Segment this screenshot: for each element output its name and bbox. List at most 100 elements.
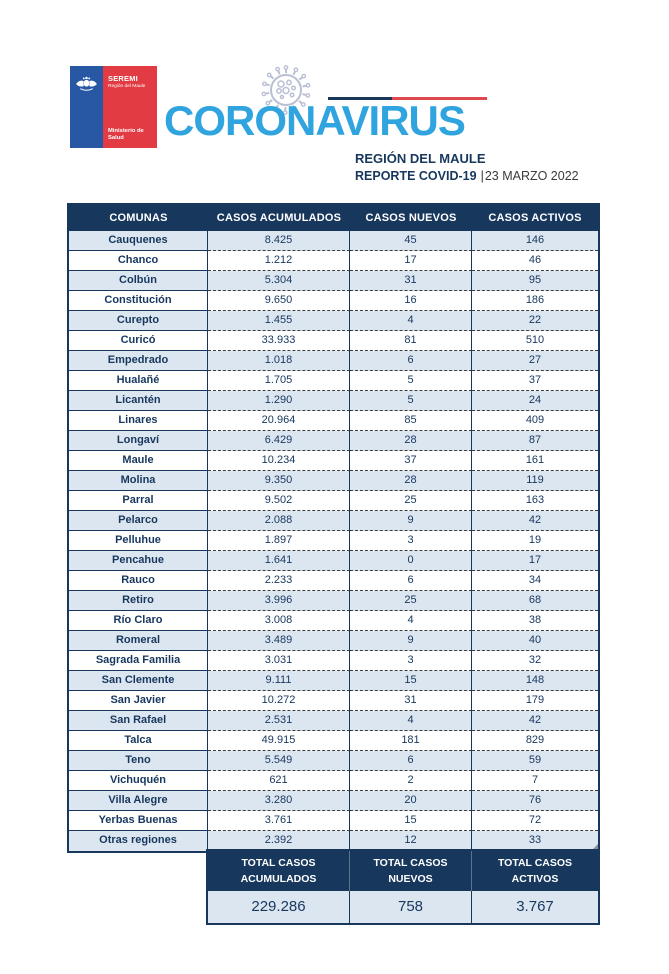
table-row: Constitución 9.650 16 186	[69, 291, 598, 311]
value-cell: 3	[350, 531, 472, 551]
value-cell: 1.212	[208, 251, 350, 271]
value-cell: 20	[350, 791, 472, 811]
table-row: Vichuquén 621 2 7	[69, 771, 598, 791]
total-activos-value: 3.767	[516, 898, 554, 915]
logo-region-label: Región del Maule	[108, 84, 146, 89]
table-row: Retiro 3.996 25 68	[69, 591, 598, 611]
value-cell: 9	[350, 631, 472, 651]
value-cell: 3.008	[208, 611, 350, 631]
value-cell: 45	[350, 231, 472, 251]
totals-header-row: TOTAL CASOS ACUMULADOS TOTAL CASOS NUEVO…	[208, 851, 598, 891]
table-row: Río Claro 3.008 4 38	[69, 611, 598, 631]
comuna-cell: Sagrada Familia	[69, 651, 208, 671]
table-row: Yerbas Buenas 3.761 15 72	[69, 811, 598, 831]
value-cell: 3.280	[208, 791, 350, 811]
logo-agency-label: SEREMI	[108, 74, 138, 83]
value-cell: 3.996	[208, 591, 350, 611]
virus-icon	[254, 60, 318, 116]
value-cell: 19	[472, 531, 598, 551]
value-cell: 3	[350, 651, 472, 671]
value-cell: 28	[350, 431, 472, 451]
table-row: Romeral 3.489 9 40	[69, 631, 598, 651]
value-cell: 4	[350, 311, 472, 331]
table-row: Longaví 6.429 28 87	[69, 431, 598, 451]
value-cell: 68	[472, 591, 598, 611]
report-label: REPORTE COVID-19	[355, 169, 477, 183]
table-body: Cauquenes 8.425 45 146 Chanco 1.212 17 46 Colbún…	[69, 231, 598, 851]
table-row: Molina 9.350 28 119	[69, 471, 598, 491]
value-cell: 31	[350, 691, 472, 711]
value-cell: 2.088	[208, 511, 350, 531]
logo-red-panel: SEREMI Región del Maule Ministerio de Sa…	[103, 66, 157, 148]
value-cell: 4	[350, 711, 472, 731]
value-cell: 87	[472, 431, 598, 451]
value-cell: 76	[472, 791, 598, 811]
comuna-cell: Talca	[69, 731, 208, 751]
table-row: San Javier 10.272 31 179	[69, 691, 598, 711]
value-cell: 5	[350, 391, 472, 411]
value-cell: 9.111	[208, 671, 350, 691]
comuna-cell: Pencahue	[69, 551, 208, 571]
value-cell: 95	[472, 271, 598, 291]
value-cell: 38	[472, 611, 598, 631]
value-cell: 37	[472, 371, 598, 391]
value-cell: 4	[350, 611, 472, 631]
value-cell: 12	[350, 831, 472, 851]
value-cell: 5.304	[208, 271, 350, 291]
value-cell: 10.234	[208, 451, 350, 471]
report-date: 23 MARZO 2022	[484, 169, 579, 183]
value-cell: 17	[350, 251, 472, 271]
table-row: Talca 49.915 181 829	[69, 731, 598, 751]
value-cell: 1.705	[208, 371, 350, 391]
value-cell: 25	[350, 491, 472, 511]
value-cell: 1.641	[208, 551, 350, 571]
value-cell: 2.531	[208, 711, 350, 731]
value-cell: 72	[472, 811, 598, 831]
value-cell: 49.915	[208, 731, 350, 751]
table-row: Teno 5.549 6 59	[69, 751, 598, 771]
value-cell: 186	[472, 291, 598, 311]
comuna-cell: Yerbas Buenas	[69, 811, 208, 831]
value-cell: 621	[208, 771, 350, 791]
comuna-cell: Hualañé	[69, 371, 208, 391]
value-cell: 3.489	[208, 631, 350, 651]
value-cell: 31	[350, 271, 472, 291]
table-row: Cauquenes 8.425 45 146	[69, 231, 598, 251]
comuna-cell: Vichuquén	[69, 771, 208, 791]
value-cell: 85	[350, 411, 472, 431]
value-cell: 25	[350, 591, 472, 611]
value-cell: 5	[350, 371, 472, 391]
comuna-cell: Rauco	[69, 571, 208, 591]
value-cell: 6.429	[208, 431, 350, 451]
comuna-cell: San Clemente	[69, 671, 208, 691]
comuna-cell: Colbún	[69, 271, 208, 291]
table-row: Sagrada Familia 3.031 3 32	[69, 651, 598, 671]
value-cell: 24	[472, 391, 598, 411]
value-cell: 46	[472, 251, 598, 271]
comuna-cell: Empedrado	[69, 351, 208, 371]
logo-ministry-label: Ministerio de Salud	[108, 128, 144, 141]
comuna-cell: San Rafael	[69, 711, 208, 731]
value-cell: 15	[350, 671, 472, 691]
value-cell: 20.964	[208, 411, 350, 431]
value-cell: 27	[472, 351, 598, 371]
value-cell: 33	[472, 831, 598, 851]
comuna-cell: Cauquenes	[69, 231, 208, 251]
value-cell: 3.761	[208, 811, 350, 831]
value-cell: 2.233	[208, 571, 350, 591]
value-cell: 15	[350, 811, 472, 831]
value-cell: 59	[472, 751, 598, 771]
report-subtitle: REPORTE COVID-19 |23 MARZO 2022	[355, 169, 579, 183]
value-cell: 40	[472, 631, 598, 651]
value-cell: 37	[350, 451, 472, 471]
value-cell: 119	[472, 471, 598, 491]
value-cell: 81	[350, 331, 472, 351]
comuna-cell: Molina	[69, 471, 208, 491]
comuna-cell: Villa Alegre	[69, 791, 208, 811]
value-cell: 1.897	[208, 531, 350, 551]
table-row: Colbún 5.304 31 95	[69, 271, 598, 291]
value-cell: 0	[350, 551, 472, 571]
value-cell: 179	[472, 691, 598, 711]
comuna-cell: Pelluhue	[69, 531, 208, 551]
